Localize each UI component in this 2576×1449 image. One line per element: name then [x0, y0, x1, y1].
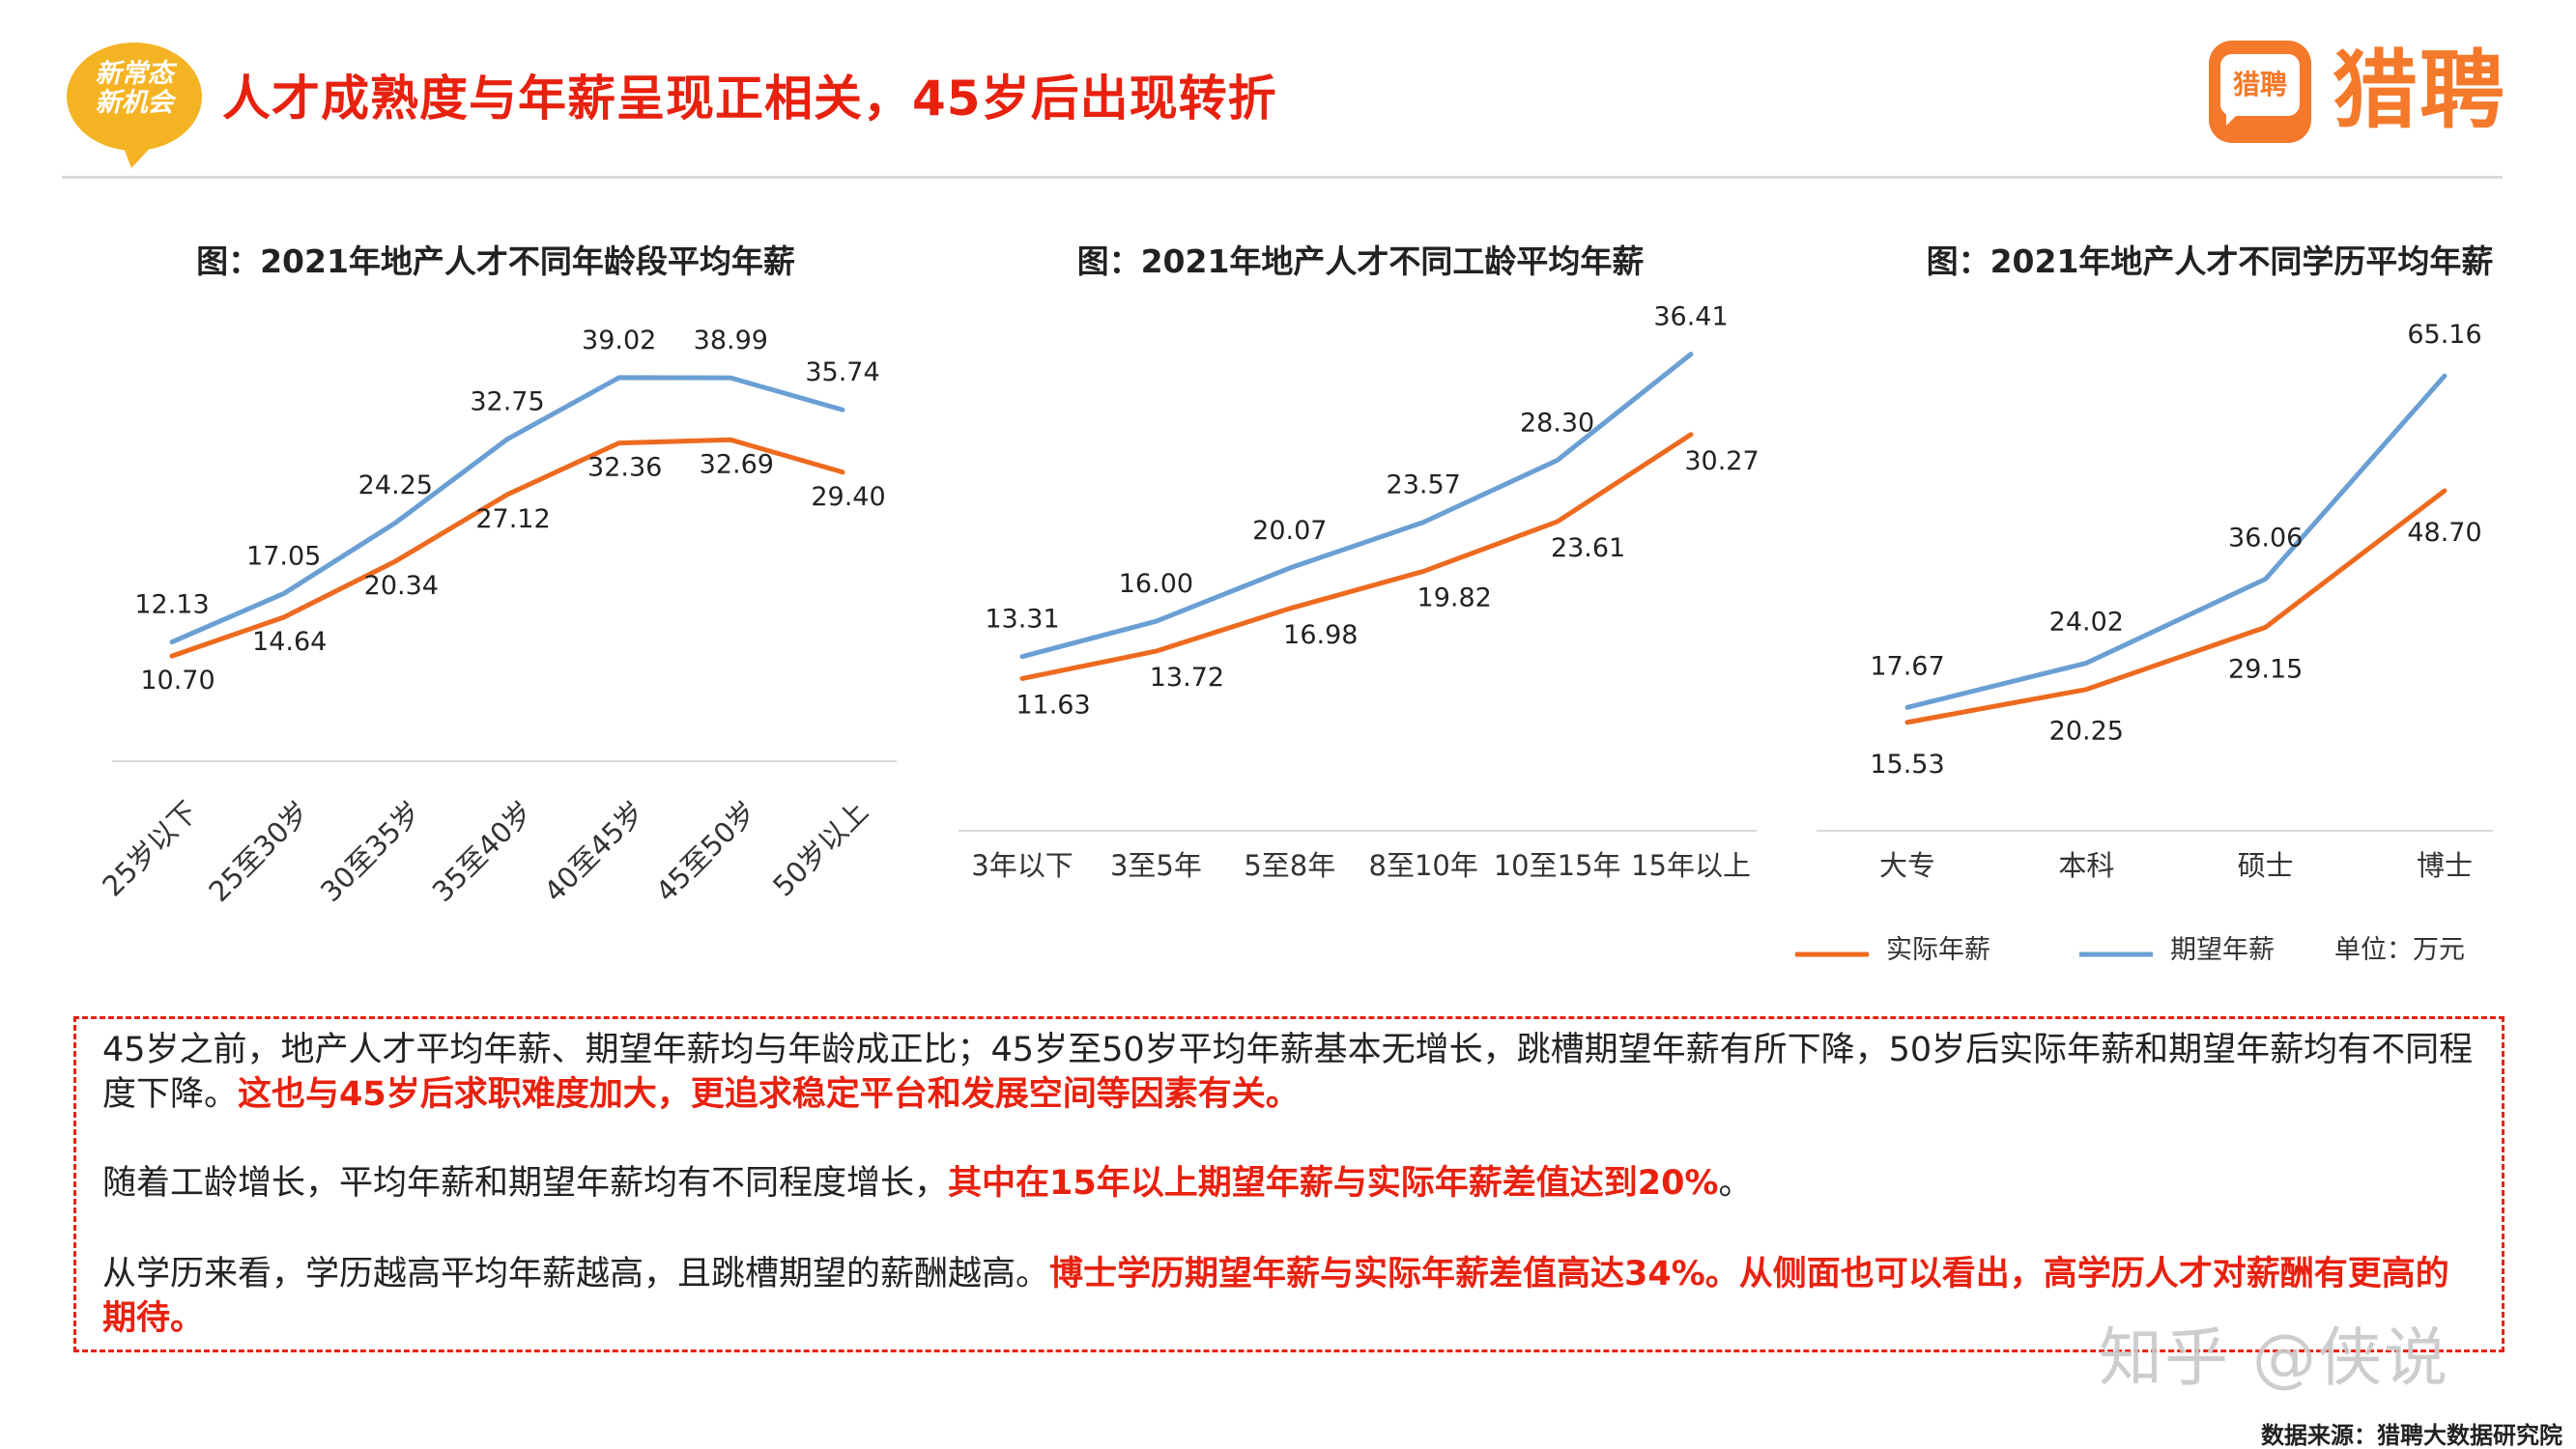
- x-tick-label: 5至8年: [1244, 849, 1335, 882]
- actual-data-label: 32.36: [587, 453, 662, 483]
- salary-charts: 图：2021年地产人才不同年龄段平均年薪 25岁以下25至30岁30至35岁35至…: [96, 242, 2493, 965]
- summary-age-text: 45岁之前，地产人才平均年薪、期望年薪均与年龄成正比；45岁至50岁平均年薪基本…: [102, 1031, 2474, 1114]
- chart-title: 图：2021年地产人才不同工龄平均年薪: [1077, 242, 1645, 280]
- actual-data-label: 30.27: [1684, 446, 1759, 476]
- badge-line-1: 新常态: [95, 59, 174, 89]
- expected-data-label: 24.25: [358, 470, 433, 500]
- legend-expected-label: 期望年薪: [2170, 935, 2275, 965]
- actual-data-label: 27.12: [475, 504, 550, 534]
- expected-data-label: 20.07: [1252, 516, 1327, 546]
- logo-wordmark: 猎聘: [2333, 41, 2507, 140]
- x-tick-label: 35至40岁: [426, 795, 539, 908]
- actual-data-label: 15.53: [1870, 750, 1944, 780]
- x-tick-label: 50岁以上: [766, 795, 874, 903]
- actual-data-label: 20.25: [2049, 717, 2124, 747]
- actual-series-line: [1019, 432, 1694, 681]
- x-tick-label: 大专: [1879, 849, 1935, 882]
- new-normal-badge: 新常态 新机会: [64, 39, 205, 170]
- x-tick-label: 25至30岁: [202, 795, 315, 908]
- expected-data-label: 17.67: [1870, 651, 1944, 681]
- x-tick-label: 3年以下: [971, 849, 1073, 882]
- x-tick-label: 3至5年: [1110, 849, 1202, 882]
- x-tick-label: 10至15年: [1494, 849, 1621, 882]
- chart-title: 图：2021年地产人才不同年龄段平均年薪: [196, 242, 795, 280]
- logo-icon-text: 猎聘: [2232, 69, 2287, 100]
- expected-data-label: 13.31: [985, 605, 1059, 635]
- chart-legend: 实际年薪 期望年薪 单位：万元: [1795, 935, 2465, 965]
- data-source: 数据来源：猎聘大数据研究院: [2261, 1422, 2562, 1449]
- summary-education-text: 从学历来看，学历越高平均年薪越高，且跳槽期望的薪酬越高。: [102, 1255, 1050, 1293]
- x-tick-label: 30至35岁: [314, 795, 427, 908]
- expected-data-label: 28.30: [1520, 409, 1594, 439]
- actual-data-label: 23.61: [1551, 533, 1625, 563]
- actual-data-label: 13.72: [1150, 663, 1224, 693]
- x-tick-label: 45至50岁: [649, 795, 762, 908]
- expected-series-line: [1904, 373, 2447, 710]
- expected-data-label: 17.05: [246, 541, 321, 571]
- summary-experience-highlight: 其中在15年以上期望年薪与实际年薪差值达到20%: [948, 1164, 1719, 1203]
- actual-data-label: 32.69: [700, 449, 774, 479]
- x-tick-label: 硕士: [2238, 849, 2294, 882]
- expected-series-line: [169, 375, 845, 645]
- expected-data-label: 23.57: [1387, 470, 1461, 500]
- summary-paragraph-age: 45岁之前，地产人才平均年薪、期望年薪均与年龄成正比；45岁至50岁平均年薪基本…: [102, 1028, 2479, 1117]
- expected-data-label: 32.75: [470, 387, 544, 417]
- summary-experience-text: 随着工龄增长，平均年薪和期望年薪均有不同程度增长，: [102, 1164, 949, 1203]
- actual-data-label: 29.40: [811, 482, 885, 512]
- legend-actual-label: 实际年薪: [1886, 935, 1990, 965]
- summary-experience-end: 。: [1718, 1164, 1753, 1203]
- actual-series-line: [169, 437, 845, 659]
- expected-series-line: [1019, 352, 1694, 660]
- actual-data-label: 11.63: [1016, 690, 1090, 720]
- expected-data-label: 65.16: [2407, 320, 2481, 350]
- x-tick-label: 本科: [2058, 849, 2114, 882]
- liepin-logo-icon: 猎聘: [2209, 41, 2311, 143]
- actual-data-label: 14.64: [252, 627, 327, 657]
- expected-data-label: 12.13: [134, 590, 209, 620]
- x-tick-label: 25岁以下: [96, 795, 204, 903]
- expected-data-label: 16.00: [1119, 569, 1193, 599]
- actual-data-label: 20.34: [364, 571, 439, 601]
- actual-data-label: 16.98: [1283, 620, 1358, 650]
- x-tick-label: 博士: [2417, 849, 2473, 882]
- chart-by-age: 图：2021年地产人才不同年龄段平均年薪 25岁以下25至30岁30至35岁35至…: [96, 242, 897, 908]
- actual-data-label: 10.70: [140, 666, 215, 696]
- header-divider: [62, 176, 2503, 179]
- summary-education-highlight: 博士学历期望年薪与实际年薪差值高达34%。从侧面也可以看出，高学历人才对薪酬有更…: [102, 1255, 2449, 1338]
- expected-data-label: 39.02: [582, 326, 656, 355]
- actual-series-line: [1904, 488, 2447, 725]
- actual-data-label: 48.70: [2407, 518, 2481, 548]
- page-title: 人才成熟度与年薪呈现正相关，45岁后出现转折: [222, 71, 1277, 127]
- summary-paragraph-experience: 随着工龄增长，平均年薪和期望年薪均有不同程度增长，其中在15年以上期望年薪与实际…: [102, 1161, 2479, 1206]
- badge-line-2: 新机会: [95, 88, 174, 118]
- expected-data-label: 38.99: [694, 326, 768, 355]
- expected-data-label: 35.74: [805, 357, 879, 387]
- summary-box: [73, 1016, 2504, 1352]
- actual-data-label: 19.82: [1417, 582, 1492, 612]
- legend-unit-label: 单位：万元: [2334, 935, 2465, 965]
- x-tick-label: 15年以上: [1631, 849, 1751, 882]
- expected-data-label: 36.06: [2228, 523, 2303, 553]
- expected-data-label: 24.02: [2049, 607, 2124, 637]
- x-tick-label: 8至10年: [1369, 849, 1478, 882]
- actual-data-label: 29.15: [2228, 654, 2303, 684]
- summary-age-highlight: 这也与45岁后求职难度加大，更追求稳定平台和发展空间等因素有关。: [238, 1075, 1300, 1114]
- x-tick-label: 40至45岁: [537, 795, 650, 908]
- summary-paragraph-education: 从学历来看，学历越高平均年薪越高，且跳槽期望的薪酬越高。博士学历期望年薪与实际年…: [102, 1252, 2479, 1341]
- expected-data-label: 36.41: [1653, 302, 1728, 332]
- chart-by-experience: 图：2021年地产人才不同工龄平均年薪 3年以下 3至5年 5至8年 8至10年 10至1…: [959, 242, 1760, 882]
- speech-bubble-icon: [67, 43, 202, 168]
- zhihu-watermark: 知乎 @侠说: [2099, 1321, 2449, 1395]
- chart-title: 图：2021年地产人才不同学历平均年薪: [1927, 242, 2494, 280]
